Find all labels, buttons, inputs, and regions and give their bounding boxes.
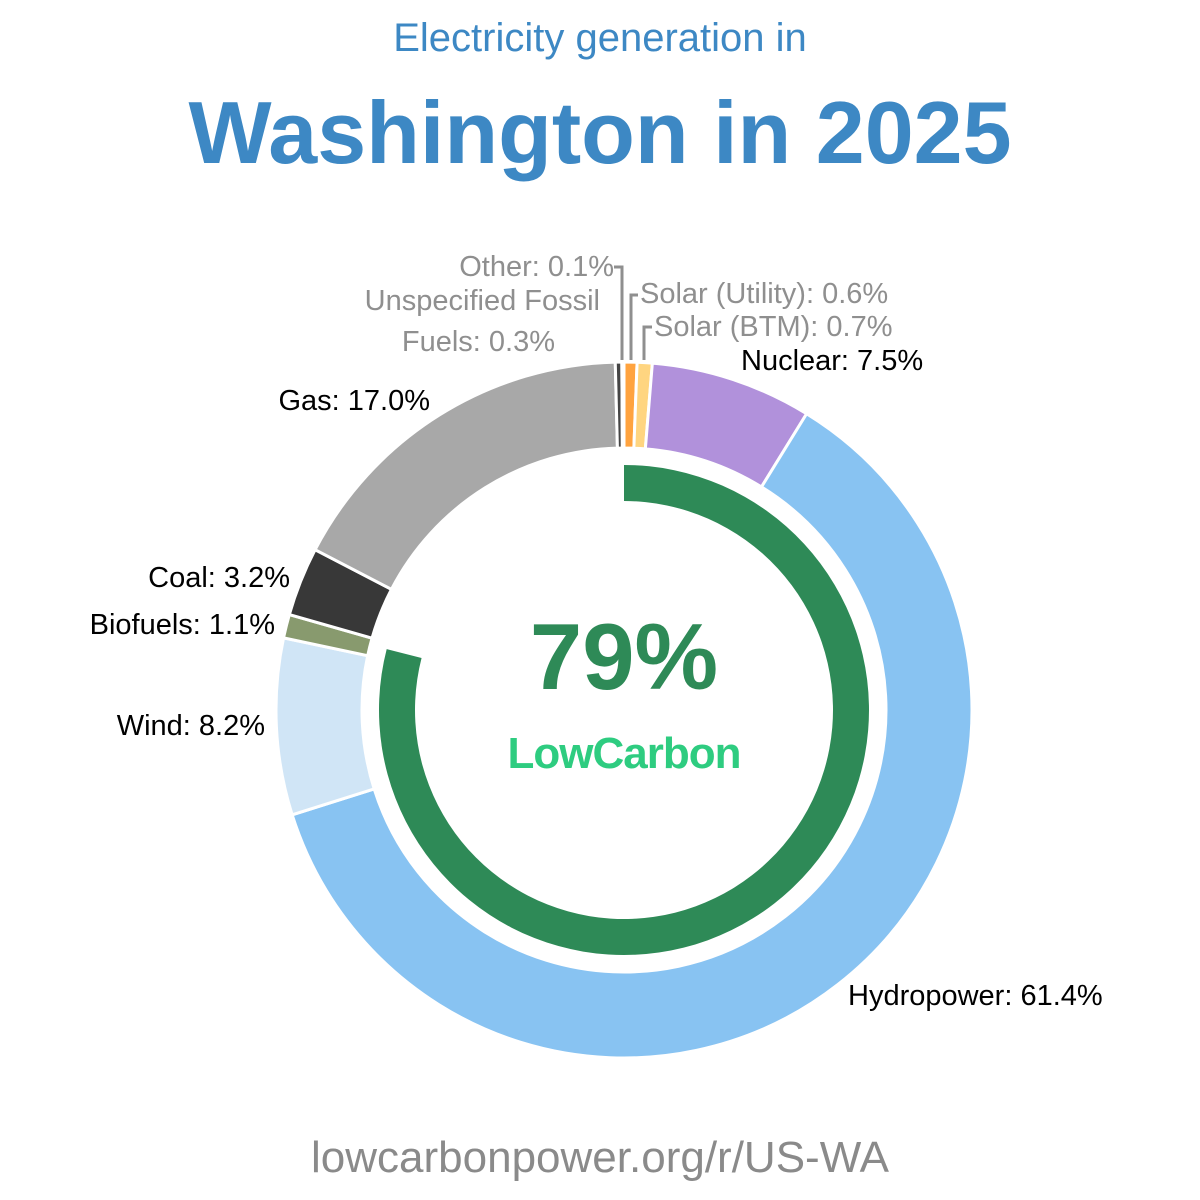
label-biofuels: Biofuels: 1.1%	[90, 609, 275, 641]
label-nuclear: Nuclear: 7.5%	[741, 345, 923, 377]
leader-solar-btm	[642, 325, 652, 360]
leader-lines	[614, 265, 652, 360]
leader-solar-utility	[629, 293, 638, 360]
label-hydropower: Hydropower: 61.4%	[848, 980, 1103, 1012]
label-solar-btm: Solar (BTM): 0.7%	[654, 311, 893, 343]
label-other: Other: 0.1%	[459, 251, 614, 283]
low-carbon-percentage: 79%	[530, 604, 718, 709]
label-coal: Coal: 3.2%	[148, 562, 290, 594]
chart-title: Washington in 2025	[188, 83, 1012, 182]
lowcarbon-logo: LowCarbon	[508, 729, 741, 778]
source-url: lowcarbonpower.org/r/US-WA	[311, 1133, 889, 1182]
low-carbon-ring	[379, 465, 870, 955]
label-unspecified-fossil-line2: Fuels: 0.3%	[402, 326, 555, 358]
slice-wind	[274, 636, 377, 817]
leader-other	[614, 265, 624, 360]
slice-other	[620, 360, 626, 450]
outer-ring	[274, 360, 974, 1060]
chart-subtitle: Electricity generation in	[393, 16, 807, 60]
label-gas: Gas: 17.0%	[278, 385, 430, 417]
slice-hydropower	[290, 411, 974, 1060]
label-wind: Wind: 8.2%	[117, 710, 265, 742]
label-solar-utility: Solar (Utility): 0.6%	[640, 278, 888, 310]
label-unspecified-fossil-line1: Unspecified Fossil	[365, 285, 600, 317]
